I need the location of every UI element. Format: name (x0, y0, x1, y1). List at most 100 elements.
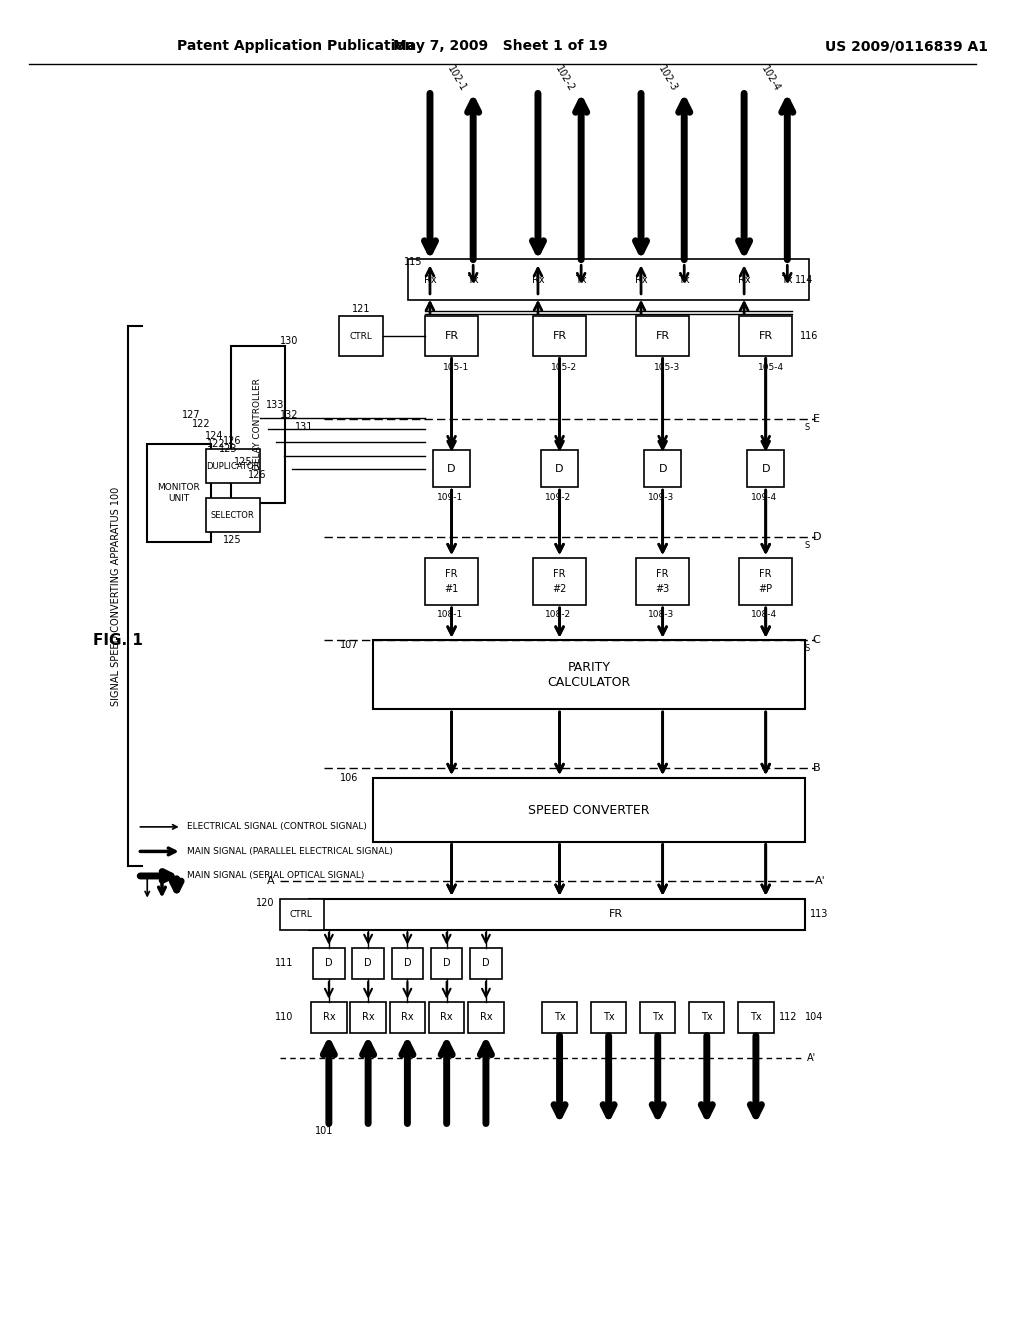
Text: 110: 110 (275, 1012, 294, 1022)
Text: 131: 131 (295, 422, 313, 433)
Text: 102-1: 102-1 (445, 65, 468, 94)
Bar (636, 558, 689, 605)
Text: 123: 123 (218, 444, 237, 454)
Text: S: S (805, 422, 810, 432)
Text: D: D (442, 958, 451, 969)
Text: 108-3: 108-3 (647, 610, 674, 619)
Text: 109-2: 109-2 (545, 492, 570, 502)
Text: 113: 113 (810, 909, 828, 919)
Text: 104: 104 (805, 1012, 823, 1022)
Text: 122: 122 (207, 440, 225, 449)
Text: Tx: Tx (652, 1012, 664, 1022)
Text: D: D (555, 463, 564, 474)
Bar (563, 263, 599, 297)
Text: FR: FR (760, 569, 772, 578)
Text: MONITOR
UNIT: MONITOR UNIT (158, 483, 200, 503)
Bar (339, 317, 383, 355)
Text: D: D (325, 958, 333, 969)
Text: D: D (482, 958, 489, 969)
Text: 132: 132 (281, 409, 299, 420)
Bar (456, 263, 490, 297)
Text: FR: FR (444, 331, 459, 341)
Text: PARITY
CALCULATOR: PARITY CALCULATOR (548, 661, 631, 689)
Bar (280, 899, 324, 931)
Bar (770, 263, 805, 297)
Text: 124: 124 (205, 432, 223, 441)
Text: 107: 107 (340, 640, 358, 651)
Bar (373, 777, 805, 842)
Bar (636, 317, 689, 355)
Text: FR: FR (553, 331, 566, 341)
Bar (739, 558, 793, 605)
Bar (206, 498, 260, 532)
Text: D: D (658, 463, 667, 474)
Bar (534, 317, 586, 355)
Text: 125: 125 (223, 535, 242, 545)
Text: C: C (813, 635, 820, 645)
Text: 127: 127 (182, 409, 201, 420)
Text: DELAY CONTROLLER: DELAY CONTROLLER (253, 379, 262, 470)
Text: 126: 126 (223, 436, 242, 446)
Bar (624, 263, 658, 297)
Bar (373, 640, 805, 709)
Text: 101: 101 (315, 1126, 334, 1137)
Text: 108-2: 108-2 (545, 610, 570, 619)
Text: 105-4: 105-4 (758, 363, 783, 372)
Text: MAIN SIGNAL (SERIAL OPTICAL SIGNAL): MAIN SIGNAL (SERIAL OPTICAL SIGNAL) (186, 871, 364, 880)
Bar (739, 317, 793, 355)
Text: 105-2: 105-2 (551, 363, 578, 372)
Text: Tx: Tx (781, 275, 794, 285)
Text: Rx: Rx (361, 1012, 375, 1022)
Text: CTRL: CTRL (350, 331, 373, 341)
Bar (667, 263, 701, 297)
Text: D: D (447, 463, 456, 474)
Bar (689, 1002, 724, 1034)
Bar (542, 1002, 578, 1034)
Bar (470, 948, 502, 979)
Bar (738, 1002, 773, 1034)
Bar (350, 1002, 386, 1034)
Text: Rx: Rx (635, 275, 647, 285)
Text: D: D (762, 463, 770, 474)
Bar (206, 449, 260, 483)
Text: #P: #P (759, 585, 773, 594)
Text: 108-1: 108-1 (436, 610, 463, 619)
Text: 109-1: 109-1 (436, 492, 463, 502)
Bar (230, 346, 285, 503)
Text: FR: FR (759, 331, 773, 341)
Bar (520, 263, 556, 297)
Text: SPEED CONVERTER: SPEED CONVERTER (528, 804, 650, 817)
Text: A': A' (815, 876, 825, 886)
Text: 109-4: 109-4 (751, 492, 777, 502)
Text: 102-2: 102-2 (553, 65, 575, 94)
Text: 115: 115 (403, 257, 422, 268)
Text: B: B (813, 763, 820, 774)
Bar (534, 558, 586, 605)
Text: 114: 114 (796, 275, 813, 285)
Text: 120: 120 (256, 899, 274, 908)
Text: 102-3: 102-3 (656, 65, 679, 94)
Text: 105-1: 105-1 (443, 363, 470, 372)
Bar (591, 1002, 627, 1034)
Text: May 7, 2009   Sheet 1 of 19: May 7, 2009 Sheet 1 of 19 (393, 40, 608, 53)
Text: Tx: Tx (679, 275, 690, 285)
Bar (748, 450, 784, 487)
Text: Rx: Rx (440, 1012, 453, 1022)
Bar (413, 263, 447, 297)
Text: 133: 133 (265, 400, 284, 409)
Text: ELECTRICAL SIGNAL (CONTROL SIGNAL): ELECTRICAL SIGNAL (CONTROL SIGNAL) (186, 822, 367, 832)
Text: 108-4: 108-4 (751, 610, 777, 619)
Text: Tx: Tx (554, 1012, 565, 1022)
Text: D: D (403, 958, 412, 969)
Text: Rx: Rx (323, 1012, 335, 1022)
Bar (541, 450, 579, 487)
Text: US 2009/0116839 A1: US 2009/0116839 A1 (824, 40, 987, 53)
Text: FIG. 1: FIG. 1 (93, 632, 143, 648)
Bar (726, 263, 762, 297)
Bar (644, 450, 681, 487)
Text: MAIN SIGNAL (PARALLEL ELECTRICAL SIGNAL): MAIN SIGNAL (PARALLEL ELECTRICAL SIGNAL) (186, 847, 392, 855)
Bar (311, 1002, 346, 1034)
Bar (640, 1002, 676, 1034)
Text: 130: 130 (281, 337, 299, 346)
Text: #3: #3 (655, 585, 670, 594)
